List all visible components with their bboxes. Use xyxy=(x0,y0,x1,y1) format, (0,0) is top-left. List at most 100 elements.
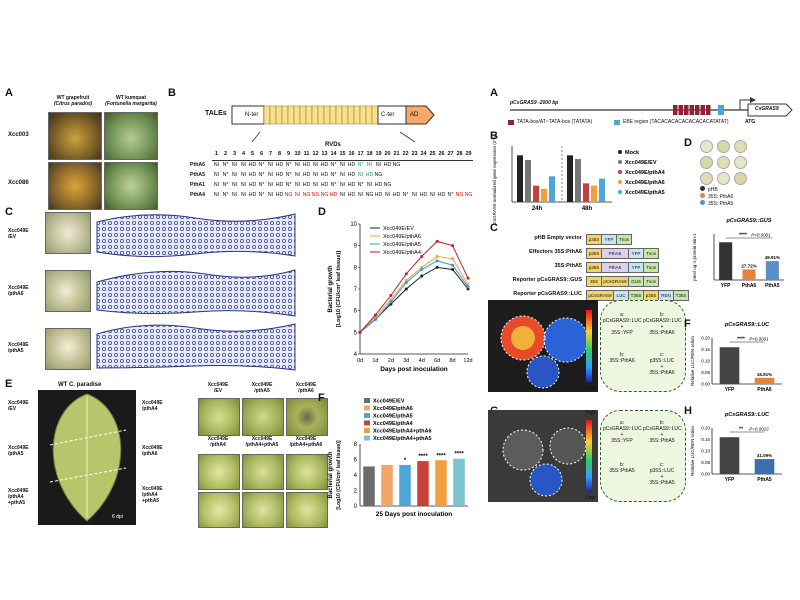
construct-label: Effectors 35S:PthA6 xyxy=(529,249,582,255)
rvd-cell: HD xyxy=(320,162,329,168)
rvd-cell: N* xyxy=(357,182,364,188)
rvd-number: 26 xyxy=(438,151,445,157)
col1-sub-text: (Citrus paradisi) xyxy=(53,101,93,107)
c-row3-label: Xcc049E /pthA5 xyxy=(8,342,29,354)
x-tick-label: 6d xyxy=(434,358,440,364)
series-line xyxy=(359,240,469,333)
legend-label: Xcc049E/EV xyxy=(373,399,405,405)
r-g-quad-box xyxy=(600,410,686,502)
y-tick-label: 0 xyxy=(354,504,358,510)
rvd-cell: NI xyxy=(267,182,274,188)
rvd-cell: NI xyxy=(231,172,238,178)
rvd-cell: HD xyxy=(320,182,329,188)
rvd-cell: NI xyxy=(240,162,247,168)
rvd-cell: N* xyxy=(222,172,229,178)
rvd-cell: NI xyxy=(240,192,247,198)
legend-label: Xcc049E/EV xyxy=(625,160,657,166)
expression-bar-chart: CsGRAS9 normalized gene expression (2^-Δ… xyxy=(492,136,666,224)
e-tile-5 xyxy=(242,454,284,490)
x-tick-label: YFP xyxy=(721,283,731,289)
series-point xyxy=(466,285,470,289)
rvd-cell: NG xyxy=(464,192,473,198)
plate-row xyxy=(700,156,747,169)
r-e-quad-1: a: pCsGRAS9::LUC + 35S::YFP xyxy=(603,312,642,336)
series-line xyxy=(359,260,469,333)
bar xyxy=(381,464,393,506)
section-ev xyxy=(96,213,296,258)
bar xyxy=(541,188,547,202)
growth-line-chart: 4 5 6 7 8 9 10 0d 1d 2d 3d 4d 6d 8d 12d Days post inocu… xyxy=(328,222,473,373)
y-axis-title: Bacterial growth xyxy=(328,265,334,312)
plate-well xyxy=(734,172,747,185)
panel-d-label: D xyxy=(318,206,326,218)
legend-label: Xcc049E/pthA6 xyxy=(383,234,421,240)
x-axis-title: Days post inoculation xyxy=(380,366,448,373)
gene-label: CsGRAS9 xyxy=(755,106,779,112)
legend-swatch xyxy=(364,435,370,441)
col2-title: WT kumquat (Fortunella margarita) xyxy=(105,95,157,107)
e-tile-7 xyxy=(198,492,240,528)
rvd-row-name: PthA1 xyxy=(190,182,205,188)
rvd-number: 9 xyxy=(286,151,291,157)
bar xyxy=(363,466,375,506)
e-tile-2 xyxy=(242,398,284,436)
panel-c-label: C xyxy=(5,206,13,218)
col1-title: WT grapefruit (Citrus paradisi) xyxy=(48,95,98,107)
x-tick-label: PthA5 xyxy=(765,283,780,289)
rvd-cell: NI xyxy=(339,172,346,178)
e-title: WT C. paradise xyxy=(58,382,102,388)
r-e-quad-box xyxy=(600,300,686,392)
chart-title: pCsGRAS9::LUC xyxy=(724,322,770,328)
bar xyxy=(754,459,775,474)
y-tick-label: 8 xyxy=(354,442,358,448)
r-panel-d-label: D xyxy=(684,137,692,149)
y-tick-label: 8 xyxy=(354,265,358,271)
rvd-table: 1 2 3 4 5 6 7 8 9 10 11 12 13 14 15 16 17 18 19 20 21 22 23 24 2… xyxy=(190,151,473,201)
e-tile-9 xyxy=(286,492,328,528)
construct-label: 35S:PthA5 xyxy=(554,263,582,269)
rvd-cell: NI xyxy=(231,162,238,168)
e-grid-mid-3: Xcc049E /pthA4+pthA6 xyxy=(289,436,323,448)
construct-label: Reporter pCsGRAS9::LUC xyxy=(513,291,582,297)
series-point xyxy=(404,272,408,276)
section-pthA6 xyxy=(96,269,296,317)
construct-row: pHB Empty vector p35S YFP Tnos xyxy=(500,232,680,246)
bar xyxy=(599,178,605,202)
photo-grapefruit-003 xyxy=(48,112,102,160)
series-point xyxy=(451,263,455,267)
series-point xyxy=(404,278,408,282)
significance-stars: **** xyxy=(739,233,747,239)
legend-label: Xcc049E/pthA5 xyxy=(383,242,421,248)
bar xyxy=(435,460,447,506)
r-g-low: Low xyxy=(586,495,596,501)
section-pthA5 xyxy=(96,323,296,371)
x-tick-label: PthA6 xyxy=(742,283,757,289)
rvd-cell: HD xyxy=(275,162,284,168)
y-axis-title: pmol ug-1 protein min-1 xyxy=(692,233,697,281)
rvd-cell: HD xyxy=(374,182,383,188)
x-axis-title: 25 Days post inoculation xyxy=(376,511,453,518)
bar xyxy=(719,437,740,474)
rvd-cell: NI xyxy=(267,162,274,168)
series-point xyxy=(435,259,439,263)
bar xyxy=(754,377,775,384)
e-tile-6 xyxy=(286,454,328,490)
rvd-number: 2 xyxy=(223,151,228,157)
e-leaf-label-2: Xcc049E /pthA5 xyxy=(8,445,29,457)
legend-swatch xyxy=(618,170,622,174)
rvd-cell: NI xyxy=(312,172,319,178)
r-e-quad-4: c: p35S::LUC + 35S::PthA6 xyxy=(649,352,675,376)
rvd-repeats xyxy=(263,105,379,125)
rvd-repeat xyxy=(371,105,379,125)
construct-row: 35S:PthA5 p35S PthA5 YFP Tnos xyxy=(500,260,680,274)
x-tick-label: 2d xyxy=(388,358,394,364)
y-tick-label: 0.05 xyxy=(701,370,710,375)
ad-box xyxy=(405,105,435,125)
legend-swatch xyxy=(364,398,370,403)
e-tile-1 xyxy=(198,398,240,436)
rvd-repeat xyxy=(299,105,307,125)
legend-swatch xyxy=(618,180,622,184)
e-grid-top-3: Xcc049E /pthA6 xyxy=(295,382,317,394)
rvd-cell: HD xyxy=(419,192,428,198)
legend-swatch xyxy=(618,150,622,154)
